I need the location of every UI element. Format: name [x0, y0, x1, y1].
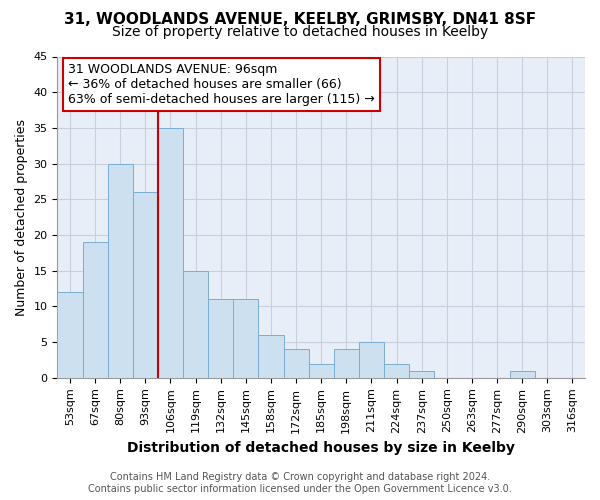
Bar: [107, 164, 133, 378]
Bar: [58, 292, 83, 378]
Bar: [359, 342, 384, 378]
Bar: [208, 300, 233, 378]
X-axis label: Distribution of detached houses by size in Keelby: Distribution of detached houses by size …: [127, 441, 515, 455]
Y-axis label: Number of detached properties: Number of detached properties: [15, 118, 28, 316]
Bar: [334, 350, 359, 378]
Bar: [509, 370, 535, 378]
Bar: [308, 364, 334, 378]
Bar: [384, 364, 409, 378]
Bar: [183, 270, 208, 378]
Bar: [83, 242, 107, 378]
Bar: [133, 192, 158, 378]
Text: 31, WOODLANDS AVENUE, KEELBY, GRIMSBY, DN41 8SF: 31, WOODLANDS AVENUE, KEELBY, GRIMSBY, D…: [64, 12, 536, 28]
Bar: [284, 350, 308, 378]
Bar: [259, 335, 284, 378]
Text: Size of property relative to detached houses in Keelby: Size of property relative to detached ho…: [112, 25, 488, 39]
Bar: [158, 128, 183, 378]
Bar: [409, 370, 434, 378]
Text: Contains HM Land Registry data © Crown copyright and database right 2024.
Contai: Contains HM Land Registry data © Crown c…: [88, 472, 512, 494]
Text: 31 WOODLANDS AVENUE: 96sqm
← 36% of detached houses are smaller (66)
63% of semi: 31 WOODLANDS AVENUE: 96sqm ← 36% of deta…: [68, 63, 375, 106]
Bar: [233, 300, 259, 378]
